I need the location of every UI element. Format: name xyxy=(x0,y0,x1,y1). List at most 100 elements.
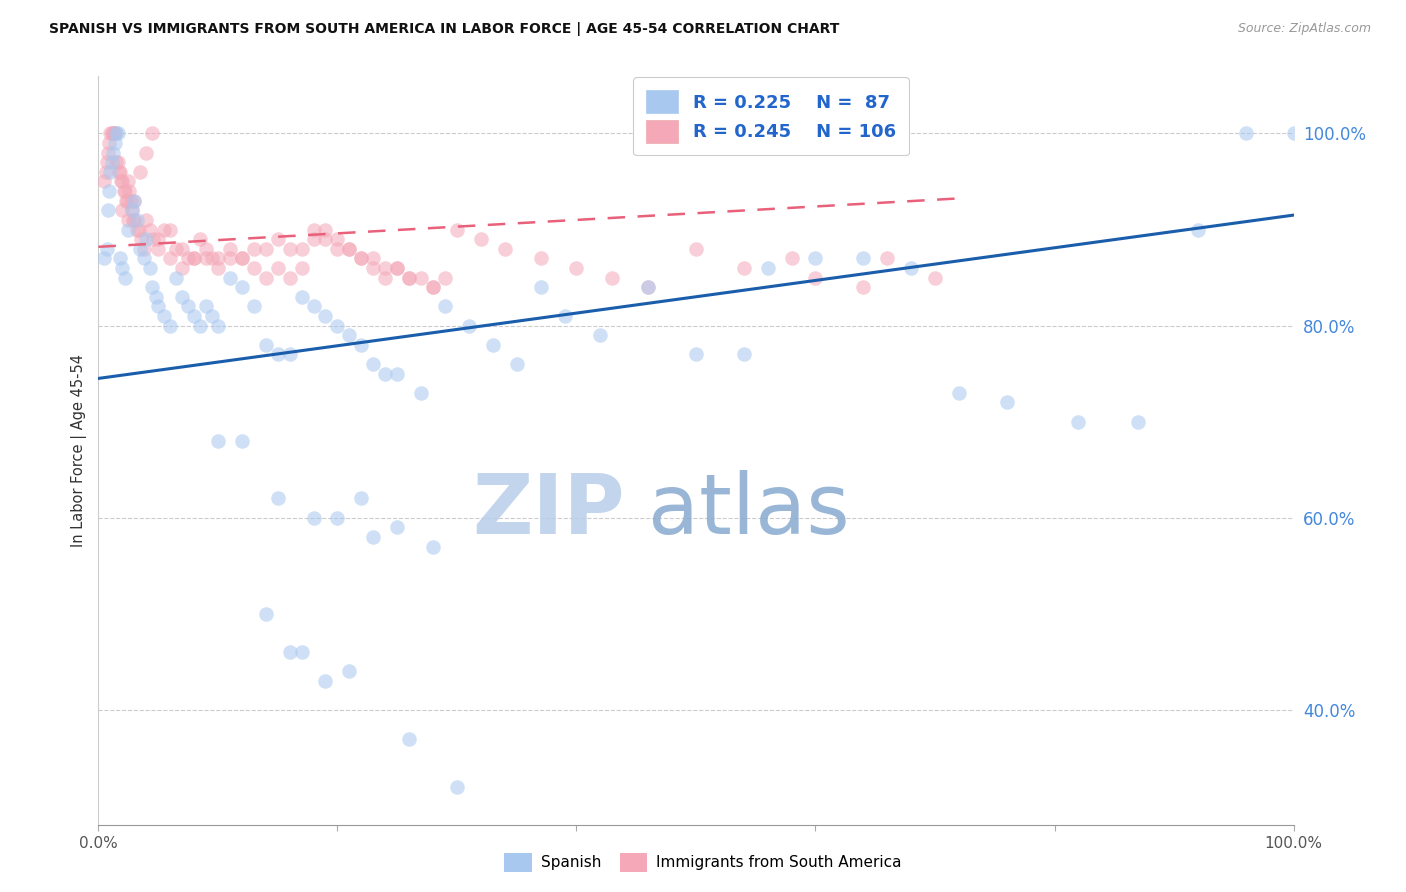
Point xyxy=(254,607,277,621)
Point xyxy=(637,280,659,294)
Point xyxy=(105,155,128,169)
Point xyxy=(278,347,301,361)
Point xyxy=(195,299,218,313)
Point xyxy=(94,165,117,179)
Text: ZIP: ZIP xyxy=(472,470,624,551)
Point xyxy=(243,260,266,275)
Point xyxy=(302,232,325,246)
Point xyxy=(207,252,229,266)
Point xyxy=(385,520,409,534)
Point xyxy=(177,299,200,313)
Point xyxy=(494,242,516,256)
Point xyxy=(363,252,385,266)
Point xyxy=(685,242,707,256)
Point xyxy=(101,127,124,141)
Point xyxy=(118,184,141,198)
Point xyxy=(93,174,115,188)
Point xyxy=(350,338,373,352)
Point xyxy=(530,280,553,294)
Point xyxy=(108,252,131,266)
Point xyxy=(159,252,181,266)
Point xyxy=(422,280,444,294)
Point xyxy=(267,347,290,361)
Point xyxy=(207,318,229,333)
Point xyxy=(104,127,127,141)
Point xyxy=(374,270,396,285)
Point xyxy=(135,232,157,246)
Point xyxy=(98,127,122,141)
Point xyxy=(733,260,755,275)
Point xyxy=(111,260,134,275)
Point xyxy=(339,242,361,256)
Point xyxy=(142,232,165,246)
Point xyxy=(565,260,588,275)
Point xyxy=(125,222,148,236)
Point xyxy=(291,290,314,304)
Point xyxy=(183,252,205,266)
Point xyxy=(398,731,420,746)
Point xyxy=(458,318,481,333)
Point xyxy=(363,260,385,275)
Point xyxy=(924,270,946,285)
Point xyxy=(446,222,468,236)
Point xyxy=(96,155,118,169)
Point xyxy=(141,127,163,141)
Point xyxy=(243,299,266,313)
Point xyxy=(108,165,131,179)
Point xyxy=(114,184,136,198)
Point xyxy=(589,328,612,343)
Point xyxy=(122,213,145,227)
Point xyxy=(385,367,409,381)
Point xyxy=(132,242,155,256)
Point xyxy=(804,270,827,285)
Point xyxy=(470,232,492,246)
Point xyxy=(98,165,122,179)
Point xyxy=(302,510,325,524)
Point xyxy=(207,434,229,448)
Point xyxy=(530,252,553,266)
Point xyxy=(98,136,121,150)
Point xyxy=(159,318,181,333)
Point xyxy=(148,299,170,313)
Point xyxy=(339,242,361,256)
Point xyxy=(219,252,242,266)
Point xyxy=(398,270,420,285)
Point xyxy=(254,270,277,285)
Point xyxy=(100,155,122,169)
Point xyxy=(302,222,325,236)
Point xyxy=(315,232,337,246)
Point xyxy=(1128,415,1150,429)
Point xyxy=(112,184,135,198)
Point xyxy=(231,252,253,266)
Point xyxy=(291,260,314,275)
Point xyxy=(231,280,253,294)
Point xyxy=(107,165,129,179)
Point xyxy=(114,270,136,285)
Point xyxy=(398,270,420,285)
Point xyxy=(153,309,176,323)
Point xyxy=(153,222,176,236)
Point xyxy=(132,252,155,266)
Point xyxy=(291,645,314,659)
Point xyxy=(129,165,152,179)
Point xyxy=(201,252,224,266)
Point xyxy=(422,540,444,554)
Point xyxy=(100,127,122,141)
Point xyxy=(97,145,120,160)
Point xyxy=(172,242,194,256)
Point xyxy=(554,309,576,323)
Point xyxy=(188,318,211,333)
Point xyxy=(363,530,385,544)
Text: Source: ZipAtlas.com: Source: ZipAtlas.com xyxy=(1237,22,1371,36)
Point xyxy=(385,260,409,275)
Point xyxy=(315,673,337,688)
Point xyxy=(422,280,444,294)
Point xyxy=(111,174,134,188)
Point xyxy=(139,222,162,236)
Point xyxy=(124,213,146,227)
Point xyxy=(374,367,396,381)
Point xyxy=(148,242,170,256)
Point xyxy=(188,232,211,246)
Point xyxy=(183,252,205,266)
Point xyxy=(195,242,218,256)
